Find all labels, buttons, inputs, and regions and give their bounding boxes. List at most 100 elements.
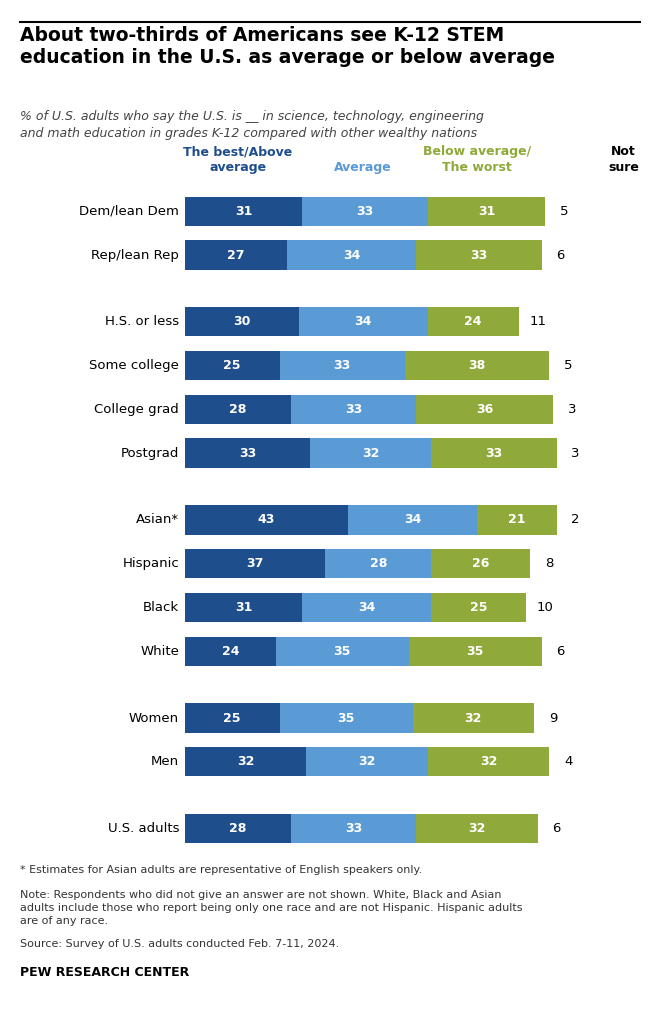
Text: About two-thirds of Americans see K-12 STEM
education in the U.S. as average or : About two-thirds of Americans see K-12 S… <box>20 26 555 68</box>
Bar <box>185 505 348 535</box>
Bar <box>185 814 291 843</box>
Text: College grad: College grad <box>94 402 179 416</box>
Text: The best/Above
average: The best/Above average <box>183 145 292 174</box>
Bar <box>416 394 553 424</box>
Text: 32: 32 <box>469 822 486 835</box>
Text: 8: 8 <box>545 557 553 570</box>
Text: Black: Black <box>143 601 179 614</box>
Text: 33: 33 <box>345 402 362 416</box>
Text: 6: 6 <box>556 249 565 261</box>
Bar <box>432 549 530 579</box>
Text: 33: 33 <box>471 249 488 261</box>
Bar <box>405 351 549 380</box>
Text: 33: 33 <box>239 446 256 460</box>
Bar <box>302 593 432 623</box>
Text: * Estimates for Asian adults are representative of English speakers only.: * Estimates for Asian adults are represe… <box>20 865 422 876</box>
Bar <box>185 703 280 733</box>
Text: 4: 4 <box>564 756 572 768</box>
Bar <box>416 814 538 843</box>
Text: 31: 31 <box>235 601 252 614</box>
Text: Some college: Some college <box>89 359 179 372</box>
Text: 35: 35 <box>337 712 355 725</box>
Text: 32: 32 <box>358 756 376 768</box>
Text: Below average/
The worst: Below average/ The worst <box>423 145 531 174</box>
Text: 21: 21 <box>508 513 525 526</box>
Bar <box>310 438 432 468</box>
Text: 32: 32 <box>237 756 254 768</box>
Text: Men: Men <box>151 756 179 768</box>
Bar <box>477 505 557 535</box>
Text: U.S. adults: U.S. adults <box>108 822 179 835</box>
Bar <box>280 703 412 733</box>
Text: 31: 31 <box>235 205 252 218</box>
Bar <box>185 748 306 776</box>
Text: 32: 32 <box>362 446 380 460</box>
Bar <box>428 307 519 337</box>
Text: 28: 28 <box>229 402 247 416</box>
Text: 10: 10 <box>537 601 554 614</box>
Bar <box>185 197 302 226</box>
Text: 28: 28 <box>229 822 247 835</box>
Text: 34: 34 <box>354 315 372 329</box>
Text: 6: 6 <box>552 822 561 835</box>
Text: 25: 25 <box>470 601 488 614</box>
Bar <box>416 241 541 269</box>
Text: 3: 3 <box>572 446 580 460</box>
Bar <box>185 593 302 623</box>
Bar <box>287 241 416 269</box>
Text: 2: 2 <box>572 513 580 526</box>
Bar <box>348 505 477 535</box>
Bar <box>306 748 428 776</box>
Text: 11: 11 <box>529 315 546 329</box>
Text: 3: 3 <box>568 402 576 416</box>
Text: 24: 24 <box>465 315 482 329</box>
Text: 5: 5 <box>560 205 568 218</box>
Text: 5: 5 <box>564 359 572 372</box>
Text: 33: 33 <box>356 205 374 218</box>
Bar <box>185 438 310 468</box>
Text: 34: 34 <box>343 249 360 261</box>
Bar <box>185 394 291 424</box>
Text: 35: 35 <box>467 645 484 657</box>
Text: Not
sure: Not sure <box>609 145 639 174</box>
Text: 32: 32 <box>480 756 497 768</box>
Text: 26: 26 <box>472 557 490 570</box>
Bar <box>302 197 428 226</box>
Text: 27: 27 <box>227 249 245 261</box>
Text: 28: 28 <box>370 557 387 570</box>
Bar <box>432 593 526 623</box>
Bar <box>185 549 325 579</box>
Bar <box>432 438 556 468</box>
Text: H.S. or less: H.S. or less <box>105 315 179 329</box>
Text: 34: 34 <box>358 601 376 614</box>
Text: Note: Respondents who did not give an answer are not shown. White, Black and Asi: Note: Respondents who did not give an an… <box>20 890 522 927</box>
Text: 38: 38 <box>469 359 486 372</box>
Text: 33: 33 <box>345 822 362 835</box>
Text: 37: 37 <box>246 557 264 570</box>
Text: 36: 36 <box>476 402 493 416</box>
Text: 31: 31 <box>478 205 495 218</box>
Text: Source: Survey of U.S. adults conducted Feb. 7-11, 2024.: Source: Survey of U.S. adults conducted … <box>20 939 339 949</box>
Bar <box>280 351 405 380</box>
Bar <box>185 307 298 337</box>
Bar <box>185 351 280 380</box>
Text: 43: 43 <box>257 513 275 526</box>
Text: 33: 33 <box>486 446 503 460</box>
Text: 35: 35 <box>333 645 351 657</box>
Text: Rep/lean Rep: Rep/lean Rep <box>91 249 179 261</box>
Bar <box>291 394 416 424</box>
Text: Average: Average <box>335 161 392 174</box>
Text: 34: 34 <box>404 513 421 526</box>
Text: PEW RESEARCH CENTER: PEW RESEARCH CENTER <box>20 966 189 979</box>
Bar <box>428 197 545 226</box>
Text: Dem/lean Dem: Dem/lean Dem <box>79 205 179 218</box>
Text: 25: 25 <box>224 359 241 372</box>
Text: 30: 30 <box>233 315 250 329</box>
Bar <box>409 637 541 666</box>
Text: 6: 6 <box>556 645 565 657</box>
Bar <box>291 814 416 843</box>
Text: 32: 32 <box>465 712 482 725</box>
Text: % of U.S. adults who say the U.S. is __ in science, technology, engineering
and : % of U.S. adults who say the U.S. is __ … <box>20 110 484 139</box>
Bar <box>298 307 428 337</box>
Text: Postgrad: Postgrad <box>121 446 179 460</box>
